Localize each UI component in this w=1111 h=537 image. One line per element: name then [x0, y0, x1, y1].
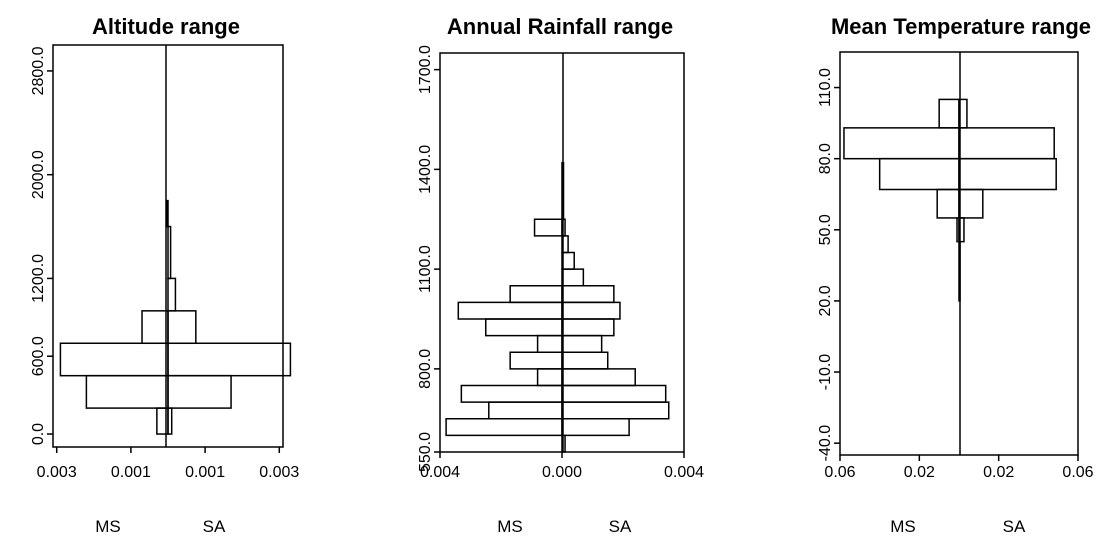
chart-title: Altitude range — [92, 14, 240, 39]
y-tick-label: 1400.0 — [417, 145, 434, 194]
bars — [843, 98, 1057, 302]
bar-sa — [561, 368, 636, 387]
chart-title: Mean Temperature range — [831, 14, 1091, 39]
y-tick-label: 1100.0 — [417, 245, 434, 293]
bar-ms — [141, 310, 169, 345]
x-tick-label: 0.000 — [542, 464, 582, 481]
x-tick-label: 0.003 — [259, 464, 299, 481]
group-label-ms: MS — [497, 517, 523, 536]
bar-ms — [533, 218, 563, 237]
bar-sa — [167, 407, 173, 435]
bar-sa — [958, 188, 984, 219]
y-tick-label: 20.0 — [817, 285, 834, 316]
bar-sa — [561, 401, 670, 420]
bar-sa — [958, 127, 1055, 160]
bar-sa — [167, 225, 172, 280]
x-tick-label: 0.004 — [664, 464, 704, 481]
x-tick-label: 0.004 — [420, 464, 460, 481]
plot-frame — [839, 51, 1079, 456]
bar-ms — [59, 342, 169, 377]
x-tick-label: 0.02 — [904, 464, 935, 481]
bar-sa — [561, 285, 615, 304]
bar-ms — [878, 157, 960, 191]
x-tick-label: 0.003 — [37, 464, 77, 481]
y-tick-label: 110.0 — [817, 68, 834, 107]
y-tick-label: 600.0 — [30, 336, 47, 376]
group-label-sa: SA — [609, 517, 632, 536]
bar-ms — [445, 418, 563, 437]
panel-temperature: Mean Temperature range -40.0 -10.0 20.0 50.… — [817, 14, 1094, 536]
chart-title: Annual Rainfall range — [447, 14, 673, 39]
bar-sa — [561, 351, 609, 370]
bar-ms — [488, 401, 563, 420]
bar-ms — [85, 374, 169, 409]
bars — [445, 161, 670, 453]
bar-ms — [843, 127, 960, 160]
axes: 550.0 800.0 1100.0 1400.0 1700.0 0.004 0.000 0.… — [417, 45, 704, 481]
y-tick-label: -10.0 — [817, 354, 834, 391]
bar-ms — [457, 301, 563, 320]
bar-sa — [561, 318, 615, 337]
bar-sa — [561, 334, 603, 353]
y-tick-label: 50.0 — [817, 214, 834, 245]
bar-sa — [561, 268, 585, 287]
bar-ms — [509, 285, 563, 304]
bar-ms — [509, 351, 563, 370]
bar-ms — [936, 188, 960, 219]
bar-sa — [167, 374, 232, 409]
y-tick-label: 2000.0 — [30, 150, 47, 199]
panel-rainfall: Annual Rainfall range 550.0 800.0 1100.0 14… — [417, 14, 704, 536]
bar-sa — [561, 251, 575, 270]
y-tick-label: 1200.0 — [30, 254, 47, 303]
bar-ms — [166, 199, 169, 228]
y-tick-label: 80.0 — [817, 143, 834, 174]
plot-frame — [52, 44, 284, 448]
axes: -40.0 -10.0 20.0 50.0 80.0 110.0 0.06 0.02 0.02 0… — [817, 68, 1094, 481]
x-tick-label: 0.001 — [185, 464, 225, 481]
y-tick-label: 1700.0 — [417, 45, 434, 94]
bar-sa — [167, 310, 197, 345]
bar-sa — [167, 277, 177, 312]
bar-ms — [938, 98, 960, 129]
bars — [59, 199, 292, 435]
bar-ms — [536, 334, 563, 353]
panel-altitude: Altitude range 0.0 600.0 1200.0 2000.0 2800.… — [30, 14, 299, 536]
axes: 0.0 600.0 1200.0 2000.0 2800.0 0.003 0.001 0.00… — [30, 46, 299, 481]
bar-sa — [561, 301, 621, 320]
group-label-sa: SA — [1003, 517, 1026, 536]
bar-ms — [460, 384, 563, 403]
x-tick-label: 0.001 — [111, 464, 151, 481]
x-tick-label: 0.06 — [824, 464, 855, 481]
bar-sa — [167, 342, 292, 377]
bar-sa — [958, 98, 968, 129]
group-label-ms: MS — [890, 517, 916, 536]
x-tick-label: 0.06 — [1062, 464, 1093, 481]
y-tick-label: 0.0 — [30, 423, 47, 445]
bar-ms — [536, 368, 563, 387]
y-tick-label: 800.0 — [417, 349, 434, 389]
bar-sa — [561, 384, 667, 403]
group-label-sa: SA — [203, 517, 226, 536]
x-tick-label: 0.02 — [983, 464, 1014, 481]
bar-ms — [485, 318, 563, 337]
bar-sa — [958, 157, 1057, 191]
group-label-ms: MS — [95, 517, 121, 536]
y-tick-label: 2800.0 — [30, 46, 47, 95]
y-tick-label: -40.0 — [817, 425, 834, 462]
y-tick-label: 550.0 — [417, 432, 434, 472]
bar-sa — [561, 418, 630, 437]
